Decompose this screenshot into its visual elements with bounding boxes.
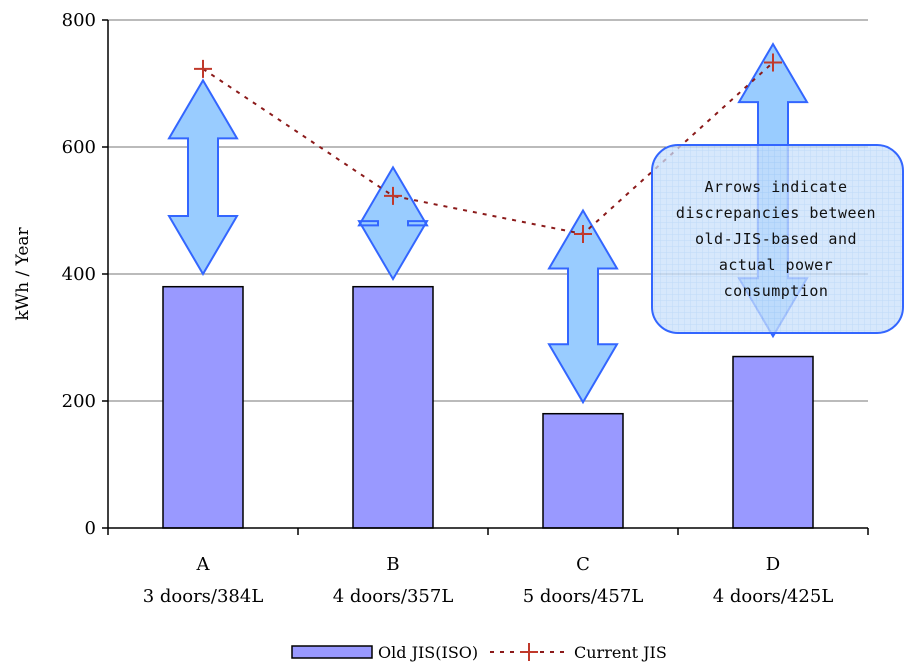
legend-swatch-old-jis xyxy=(291,645,373,659)
arrow-A xyxy=(167,78,239,276)
legend-label-old-jis: Old JIS(ISO) xyxy=(378,643,478,662)
annotation-line-3: old-JIS-based and xyxy=(695,230,857,248)
y-tick-label-800: 800 xyxy=(62,10,96,31)
x-tick-letter-A: A xyxy=(196,554,211,575)
axis-labels: 0 200 400 600 800 A 3 doors/384L B 4 doors/357L C… xyxy=(13,10,833,607)
arrow-B xyxy=(357,165,429,282)
annotation-line-4: actual power xyxy=(719,256,833,274)
x-tick-letter-C: C xyxy=(576,554,590,575)
legend: Old JIS(ISO) Current JIS xyxy=(291,643,667,662)
x-tick-desc-B: 4 doors/357L xyxy=(333,586,454,607)
bar-C xyxy=(542,412,624,529)
current-jis-point-B xyxy=(384,186,402,205)
x-tick-desc-D: 4 doors/425L xyxy=(713,586,834,607)
annotation-box: Arrows indicate discrepancies between old-… xyxy=(651,144,904,334)
legend-marker-current-jis xyxy=(520,643,538,661)
x-tick-letter-D: D xyxy=(766,554,780,575)
current-jis-point-D xyxy=(764,53,782,72)
annotation-background xyxy=(651,144,904,334)
x-tick-desc-A: 3 doors/384L xyxy=(143,586,264,607)
y-tick-label-400: 400 xyxy=(62,264,96,285)
annotation-line-1: Arrows indicate xyxy=(705,178,848,196)
y-axis-label: kWh / Year xyxy=(13,226,33,320)
y-tick-label-200: 200 xyxy=(62,391,96,412)
x-tick-letter-B: B xyxy=(386,554,399,575)
x-tick-desc-C: 5 doors/457L xyxy=(523,586,644,607)
arrow-C xyxy=(547,208,619,405)
bar-B xyxy=(352,285,434,529)
y-tick-label-600: 600 xyxy=(62,137,96,158)
legend-label-current-jis: Current JIS xyxy=(574,643,667,662)
bar-D xyxy=(732,355,814,529)
annotation-line-5: consumption xyxy=(724,282,829,300)
current-jis-point-A xyxy=(194,59,212,78)
axes xyxy=(102,19,869,535)
y-tick-label-0: 0 xyxy=(85,518,96,539)
bar-A xyxy=(162,285,244,529)
annotation-line-2: discrepancies between xyxy=(676,204,876,222)
current-jis-point-C xyxy=(574,224,592,243)
